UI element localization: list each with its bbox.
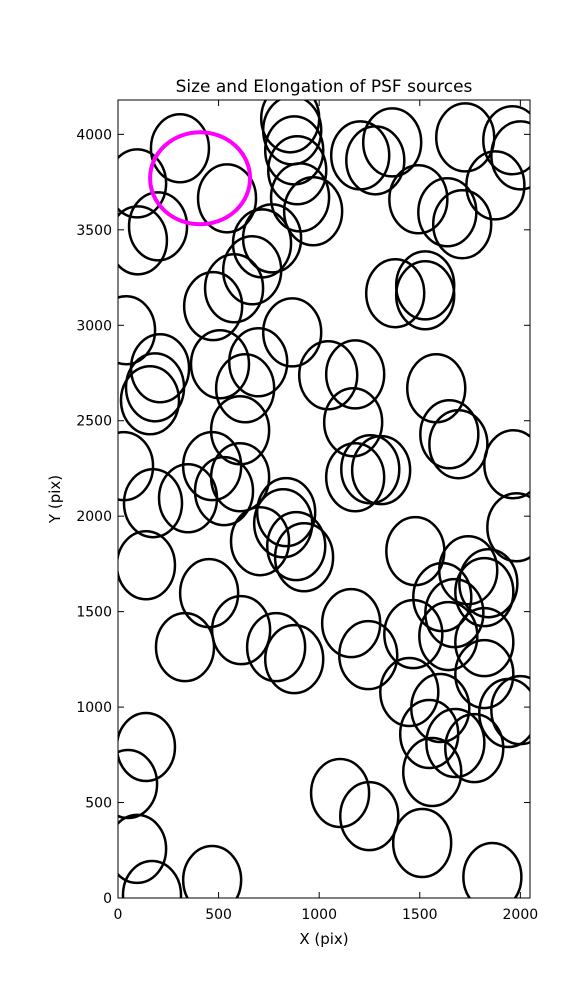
x-axis-label: X (pix): [299, 930, 348, 948]
psf-ellipse: [221, 235, 283, 306]
y-tick-label: 500: [85, 796, 112, 812]
psf-ellipse: [379, 656, 440, 728]
psf-ellipse: [193, 455, 255, 527]
psf-ellipse: [122, 467, 184, 539]
psf-ellipse: [465, 150, 526, 221]
psf-ellipse: [486, 492, 530, 563]
psf-ellipse: [322, 387, 384, 458]
y-tick-label: 3000: [76, 318, 112, 334]
psf-ellipse: [458, 547, 519, 619]
y-tick-label: 2500: [76, 414, 112, 430]
psf-ellipse: [118, 530, 177, 601]
psf-ellipse: [118, 205, 169, 276]
y-tick-label: 4000: [76, 127, 112, 143]
psf-ellipse: [214, 353, 276, 424]
psf-ellipse: [210, 594, 272, 666]
psf-ellipse: [462, 841, 523, 898]
x-tick-label: 500: [205, 907, 232, 923]
psf-ellipse: [227, 327, 289, 398]
psf-ellipse: [149, 113, 211, 184]
psf-ellipse: [119, 365, 181, 436]
x-tick-label: 2000: [503, 907, 539, 923]
psf-ellipse: [483, 429, 530, 500]
psf-ellipse: [391, 807, 453, 879]
psf-ellipse: [434, 102, 496, 173]
psf-ellipse: [261, 297, 323, 368]
psf-ellipse: [419, 399, 480, 470]
psf-ellipse: [383, 598, 444, 670]
psf-ellipse: [118, 748, 159, 820]
psf-ellipse: [324, 339, 386, 410]
psf-ellipse: [118, 294, 157, 366]
psf-ellipse: [454, 606, 515, 678]
psf-ellipse: [454, 638, 515, 710]
psf-ellipse: [490, 120, 530, 191]
psf-ellipse: [273, 521, 335, 593]
psf-ellipse: [444, 712, 505, 784]
psf-ellipse: [154, 611, 216, 683]
psf-ellipse: [339, 780, 400, 852]
psf-ellipse: [388, 164, 449, 235]
y-tick-label: 1000: [76, 700, 112, 716]
psf-ellipse: [361, 107, 423, 178]
psf-ellipse: [428, 408, 489, 480]
psf-ellipse: [490, 674, 530, 746]
psf-ellipse: [418, 600, 479, 672]
psf-ellipse: [157, 462, 219, 534]
x-tick-label: 1500: [402, 907, 438, 923]
y-tick-label: 2000: [76, 509, 112, 525]
psf-ellipse: [401, 736, 463, 808]
psf-ellipse: [203, 252, 265, 324]
psf-ellipse: [263, 623, 325, 695]
highlight-circle: [148, 130, 253, 227]
psf-ellipse: [181, 430, 243, 502]
x-tick-label: 1000: [301, 907, 337, 923]
psf-ellipse: [196, 163, 258, 234]
plot-frame: [117, 99, 531, 899]
psf-ellipse: [324, 441, 386, 513]
y-axis-label: Y (pix): [46, 475, 64, 524]
psf-ellipse: [297, 340, 359, 411]
psf-ellipse: [118, 813, 168, 885]
x-tick-label: 0: [114, 907, 123, 923]
psf-ellipse: [229, 505, 291, 577]
psf-ellipse: [431, 189, 493, 260]
plot-area: [118, 100, 530, 898]
psf-ellipse: [282, 176, 344, 247]
psf-ellipse: [350, 434, 412, 506]
psf-ellipse: [425, 707, 486, 779]
psf-ellipse: [309, 757, 371, 829]
y-tick-label: 1500: [76, 605, 112, 621]
psf-ellipse: [189, 328, 251, 400]
psf-ellipse: [345, 125, 406, 196]
psf-ellipse: [482, 105, 530, 176]
psf-ellipse: [124, 352, 186, 423]
psf-ellipse: [454, 556, 515, 628]
psf-ellipse: [182, 270, 244, 342]
psf-ellipse: [181, 844, 243, 898]
chart-title: Size and Elongation of PSF sources: [176, 77, 473, 97]
psf-ellipse: [340, 433, 401, 505]
psf-ellipse: [127, 191, 189, 262]
psf-ellipse: [266, 135, 328, 206]
psf-ellipse: [121, 859, 183, 898]
y-tick-label: 3500: [76, 223, 112, 239]
psf-ellipse: [394, 260, 456, 331]
psf-ellipse: [245, 611, 307, 683]
psf-ellipse: [118, 711, 177, 783]
psf-ellipse: [398, 698, 460, 770]
psf-ellipse: [338, 619, 399, 691]
psf-ellipse: [118, 148, 168, 219]
psf-ellipse: [385, 515, 446, 587]
y-tick-label: 0: [103, 891, 112, 907]
psf-ellipse: [255, 476, 317, 548]
psf-ellipse: [265, 510, 327, 582]
psf-ellipse: [364, 257, 426, 329]
